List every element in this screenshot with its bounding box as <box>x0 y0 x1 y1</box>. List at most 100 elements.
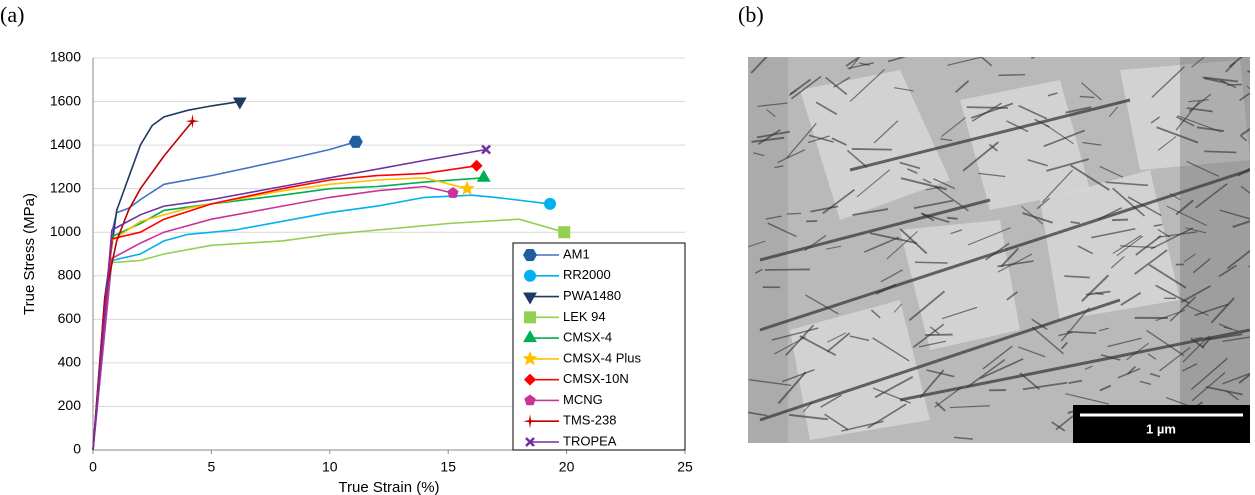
micrograph-dislocation <box>848 58 859 70</box>
micrograph-dislocation <box>1060 341 1068 350</box>
micrograph-dislocation <box>894 87 914 92</box>
micrograph-dislocation <box>908 290 946 322</box>
micrograph-dislocation <box>947 216 958 220</box>
marker <box>470 159 483 172</box>
micrograph-dislocation <box>1157 135 1177 151</box>
micrograph-dislocation <box>922 213 950 224</box>
micrograph-dislocation <box>1226 249 1250 270</box>
micrograph-dislocation <box>771 327 819 341</box>
micrograph-dislocation <box>934 386 962 408</box>
micrograph-dislocation <box>824 413 849 431</box>
micrograph-dislocation <box>966 358 1006 388</box>
panel-label: (b) <box>738 2 764 27</box>
micrograph-dislocation <box>1107 337 1142 348</box>
micrograph-dislocation <box>847 62 874 70</box>
marker <box>348 135 363 148</box>
micrograph-dislocation <box>1065 393 1110 405</box>
y-tick-label: 200 <box>58 397 82 413</box>
micrograph-dislocation <box>805 294 839 315</box>
micrograph-dislocation <box>1166 205 1207 226</box>
legend-label: CMSX-4 <box>563 330 612 345</box>
micrograph-dislocation <box>1079 95 1095 99</box>
y-tick-label: 1800 <box>50 49 81 65</box>
micrograph-dislocation <box>1191 57 1206 68</box>
micrograph-dislocation <box>998 73 1026 77</box>
marker <box>558 226 571 239</box>
micrograph-dislocation <box>981 57 993 67</box>
micrograph-dislocation <box>1183 253 1196 263</box>
micrograph-dislocation <box>1204 150 1237 154</box>
micrograph-dislocation <box>1036 197 1050 210</box>
micrograph-dislocation <box>1184 227 1207 234</box>
legend-marker <box>524 311 536 324</box>
micrograph-dislocation <box>922 178 932 184</box>
micrograph-dislocation <box>1159 346 1191 372</box>
y-tick-label: 1400 <box>50 136 81 152</box>
micrograph-dislocation <box>1135 235 1162 256</box>
micrograph-dislocation <box>1084 365 1093 370</box>
micrograph-dislocation <box>1116 235 1144 257</box>
micrograph-dislocation <box>748 411 768 417</box>
legend-label: AM1 <box>563 246 590 261</box>
micrograph-dislocation <box>841 420 884 432</box>
micrograph-dislocation <box>1169 296 1197 322</box>
micrograph-dislocation <box>1082 141 1102 146</box>
micrograph-dislocation <box>1070 164 1110 191</box>
micrograph-dislocation <box>765 215 782 220</box>
micrograph-dislocation <box>748 240 766 248</box>
micrograph-shade <box>748 57 788 443</box>
micrograph-dislocation <box>759 168 1250 332</box>
micrograph-dislocation <box>1148 263 1187 289</box>
micrograph-dislocation <box>1099 165 1124 178</box>
micrograph-dislocation <box>849 69 885 102</box>
micrograph-dislocation <box>913 199 954 209</box>
micrograph-dislocation <box>1086 290 1111 296</box>
micrograph-dislocation <box>1182 335 1210 363</box>
micrograph-dislocation <box>1091 228 1136 239</box>
scale-bar-label: 1 µm <box>1146 421 1176 436</box>
micrograph-dislocation <box>1225 61 1236 73</box>
micrograph-dislocation <box>1043 129 1085 148</box>
legend-marker <box>525 437 535 447</box>
micrograph-dislocation <box>1017 346 1046 358</box>
micrograph-dislocation <box>766 109 776 117</box>
micrograph-dislocation <box>831 137 847 146</box>
micrograph-dislocation <box>914 261 948 264</box>
micrograph-dislocation <box>887 57 907 63</box>
x-tick-label: 15 <box>440 459 456 475</box>
micrograph-dislocation <box>954 80 970 93</box>
micrograph-dislocation <box>933 178 956 190</box>
micrograph-dislocation <box>846 149 868 168</box>
micrograph-dislocation <box>1108 106 1119 118</box>
legend-label: RR2000 <box>563 267 611 282</box>
micrograph-dislocation <box>1156 126 1199 144</box>
y-tick-label: 400 <box>58 354 82 370</box>
micrograph-dislocation <box>1099 384 1112 392</box>
micrograph-dislocation <box>1031 326 1064 355</box>
micrograph-dislocation <box>1232 220 1250 228</box>
micrograph-dislocation <box>1194 303 1229 317</box>
micrograph-dislocation <box>1099 327 1110 332</box>
micrograph-dislocation <box>1105 181 1148 187</box>
line <box>92 185 454 451</box>
micrograph-dislocation <box>1218 264 1237 278</box>
micrograph-dislocation <box>820 394 842 408</box>
legend-label: CMSX-4 Plus <box>563 350 642 365</box>
micrograph-dislocation <box>1237 167 1250 177</box>
micrograph-dislocation <box>777 371 807 405</box>
micrograph-dislocation <box>900 177 947 191</box>
micrograph-dislocation <box>825 245 842 250</box>
x-tick-label: 10 <box>322 459 338 475</box>
marker <box>232 97 247 110</box>
x-axis-label: True Strain (%) <box>338 479 439 495</box>
legend-marker <box>524 269 536 282</box>
micrograph-dislocation <box>781 369 815 383</box>
micrograph-dislocation <box>810 205 839 213</box>
line <box>92 148 487 451</box>
micrograph-dislocation <box>753 152 765 157</box>
micrograph-dislocation <box>790 75 822 100</box>
micrograph-dislocation <box>929 326 940 335</box>
micrograph-dislocation <box>919 369 945 399</box>
micrograph-dislocation <box>869 232 918 245</box>
